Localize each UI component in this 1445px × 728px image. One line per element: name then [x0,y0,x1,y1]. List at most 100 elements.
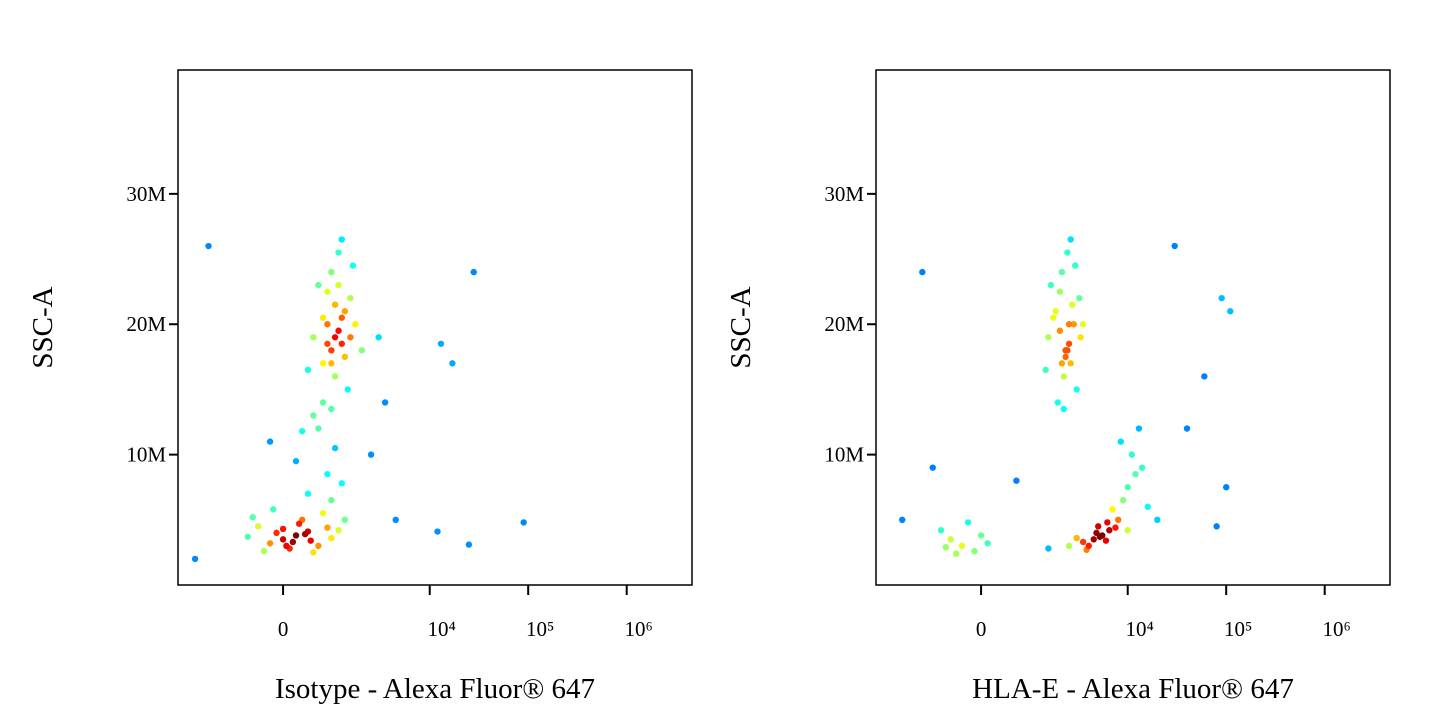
event-point [298,427,306,435]
event-point [1138,464,1146,471]
x-tick-label: 10⁶ [1323,617,1351,641]
plot-frame [177,69,693,586]
event-point [1073,534,1080,542]
event-point [1060,405,1067,413]
event-point [328,268,335,276]
event-point [1045,545,1052,552]
event-point [1124,484,1131,491]
event-point [335,281,342,289]
event-point [283,542,290,550]
event-point [319,399,327,406]
event-point [1069,301,1076,308]
event-point [520,519,527,526]
event-point [1094,523,1102,530]
event-point [1120,497,1127,504]
x-axis-label: HLA-E - Alexa Fluor® 647 [972,673,1294,705]
event-point [984,540,991,547]
event-point [929,464,936,471]
event-point [919,268,926,276]
event-point [335,249,342,256]
event-point [205,242,212,250]
event-point [191,555,199,563]
event-point [310,334,317,341]
x-axis-label: Isotype - Alexa Fluor® 647 [275,673,595,705]
event-point [341,516,349,524]
event-point [1013,477,1020,484]
plot-frame [875,69,1391,586]
event-point [338,236,345,243]
event-point [1064,249,1071,256]
event-point [328,347,335,354]
event-point [304,366,312,374]
event-point [1154,516,1161,524]
event-point [1079,538,1087,546]
event-point [292,532,300,539]
x-tick-label: 0 [278,617,289,641]
event-point [971,547,978,555]
event-point [310,412,317,419]
event-point [341,308,349,315]
event-point [324,288,331,295]
event-point [942,543,949,551]
event-point [434,528,441,535]
event-point [1076,294,1083,302]
y-tick-label: 30M [126,182,166,206]
event-point [937,527,945,534]
event-point [266,438,274,445]
event-point [1047,281,1055,289]
event-point [1132,470,1139,478]
x-tick-label: 0 [976,617,987,641]
event-point [1117,438,1124,445]
x-tick-label: 10⁴ [428,617,456,641]
event-point [328,360,335,367]
event-point [1183,425,1191,432]
event-point [279,536,287,543]
event-point [289,538,297,546]
event-point [1201,373,1208,380]
event-point [260,547,268,555]
event-point [1052,308,1059,315]
event-point [1090,536,1097,543]
y-tick-label: 30M [824,182,864,206]
event-point [295,520,303,527]
event-point [1114,516,1122,524]
event-point [328,405,335,413]
event-point [392,516,399,524]
event-point [244,533,251,540]
event-point [1058,360,1066,367]
event-point [347,294,354,302]
x-tick-label: 10⁵ [1224,617,1252,641]
event-point [1070,321,1077,328]
event-point [335,527,342,534]
event-point [1085,542,1092,550]
event-point [324,470,331,478]
event-point [899,516,906,524]
event-point [1054,399,1062,406]
event-point [1102,537,1110,544]
event-point [437,340,445,347]
event-point [341,353,349,361]
event-point [319,314,327,321]
event-point [270,506,277,513]
event-point [304,490,312,497]
event-point [315,542,322,550]
event-point [1106,527,1113,534]
event-point [273,529,280,537]
event-point [331,373,339,380]
event-point [254,523,262,530]
event-point [249,514,256,521]
event-point [367,451,375,458]
event-point [349,262,357,269]
event-point [338,480,345,487]
event-point [315,281,322,289]
event-point [1135,425,1143,432]
event-point [1060,373,1067,380]
event-point [1062,347,1069,354]
event-point [1050,314,1057,321]
event-point [319,510,327,517]
event-point [1073,386,1080,393]
event-point [1109,506,1116,513]
event-point [1056,288,1064,295]
event-point [381,399,389,406]
event-point [301,530,309,538]
